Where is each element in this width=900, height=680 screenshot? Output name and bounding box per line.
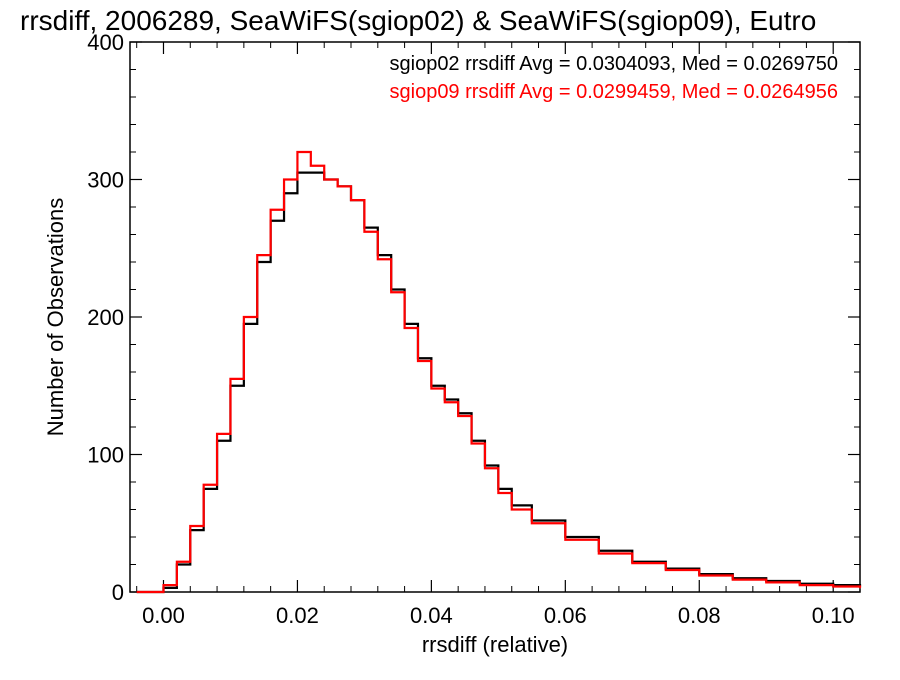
y-tick-label: 0 [112, 580, 124, 605]
series-0-point [521, 504, 523, 506]
series-1-point [859, 587, 861, 589]
y-tick-label: 300 [87, 168, 124, 193]
series-0-point [370, 227, 372, 229]
series-1-point [149, 591, 151, 593]
legend-entry-sgiop02: sgiop02 rrsdiff Avg = 0.0304093, Med = 0… [390, 53, 839, 75]
series-1-point [614, 552, 617, 555]
legend-entry-sgiop09: sgiop09 rrsdiff Avg = 0.0299459, Med = 0… [390, 81, 839, 103]
series-1-point [397, 291, 399, 293]
series-1-point [276, 209, 278, 211]
series-0-point [209, 488, 211, 490]
series-1-point [424, 360, 426, 362]
series-1-point [290, 178, 292, 181]
series-1-point [782, 581, 784, 583]
series-0-point [450, 398, 453, 401]
series-0-point [614, 550, 617, 552]
series-0-point [249, 323, 252, 325]
series-1-point [236, 378, 238, 380]
chart-title: rrsdiff, 2006289, SeaWiFS(sgiop02) & Sea… [20, 5, 816, 36]
series-0-point [263, 261, 265, 263]
x-tick-label: 0.00 [142, 603, 185, 628]
series-1-point [223, 433, 225, 435]
series-1-point [477, 442, 479, 445]
series-1-point [464, 415, 466, 417]
series-1-point [547, 522, 550, 524]
series-0-point [196, 529, 198, 531]
x-tick-label: 0.10 [812, 603, 855, 628]
y-tick-label: 100 [87, 443, 124, 468]
series-1-point [370, 231, 372, 233]
series-0-point [290, 192, 292, 194]
series-1-point [383, 258, 386, 260]
series-1-point [357, 199, 359, 201]
series-0-point [410, 323, 412, 325]
series-1-point [491, 467, 493, 469]
series-1-point [316, 165, 319, 167]
series-0-point [316, 172, 319, 174]
series-1-point [410, 327, 412, 329]
series-0-point [547, 519, 550, 522]
legend: sgiop02 rrsdiff Avg = 0.0304093, Med = 0… [390, 53, 839, 103]
x-tick-label: 0.08 [678, 603, 721, 628]
series-1-point [182, 561, 185, 563]
series-layer [136, 150, 862, 594]
series-1-point [209, 484, 211, 486]
series-1-point [249, 316, 252, 318]
series-0-point [397, 288, 399, 291]
series-1-point [715, 574, 717, 577]
series-1-point [581, 539, 583, 541]
series-1-point [437, 387, 439, 390]
series-1-point [263, 254, 265, 256]
series-0-point [581, 536, 583, 538]
series-0-point [303, 172, 305, 174]
series-0-point [383, 254, 386, 256]
series-1-point [169, 584, 171, 586]
series-0-point [437, 385, 439, 387]
series-1-point [815, 584, 818, 586]
series-1-point [330, 178, 332, 181]
series-1-point [450, 401, 453, 403]
series-1-point [521, 508, 523, 511]
series-0-point [223, 440, 225, 442]
series-1-point [748, 579, 751, 581]
axes-layer: 0.00 0.02 0.04 0.06 0.08 0.10 0 100 200 300 400 [87, 30, 861, 628]
y-axis-label: Number of Observations [43, 198, 68, 436]
x-tick-label: 0.04 [410, 603, 453, 628]
series-1-point [196, 525, 198, 527]
x-axis-label: rrsdiff (relative) [422, 632, 568, 657]
series-line-0 [136, 171, 862, 594]
series-0-point [169, 587, 171, 589]
series-0-point [491, 464, 493, 467]
series-0-point [504, 488, 506, 490]
series-1-point [504, 492, 506, 494]
series-0-point [276, 220, 278, 222]
y-tick-label: 200 [87, 305, 124, 330]
series-1-point [681, 569, 684, 571]
series-1-point [343, 185, 345, 187]
x-tick-label: 0.02 [276, 603, 319, 628]
x-tick-label: 0.06 [544, 603, 587, 628]
y-tick-label: 400 [87, 30, 124, 55]
series-1-point [303, 151, 305, 153]
series-0-point [464, 412, 466, 414]
series-0-point [477, 440, 479, 442]
series-0-point [236, 385, 238, 387]
series-0-point [182, 563, 185, 566]
plot-frame [129, 41, 861, 593]
series-line-1 [136, 150, 862, 594]
series-1-point [846, 585, 848, 588]
series-0-point [424, 357, 426, 359]
series-1-point [648, 562, 650, 564]
